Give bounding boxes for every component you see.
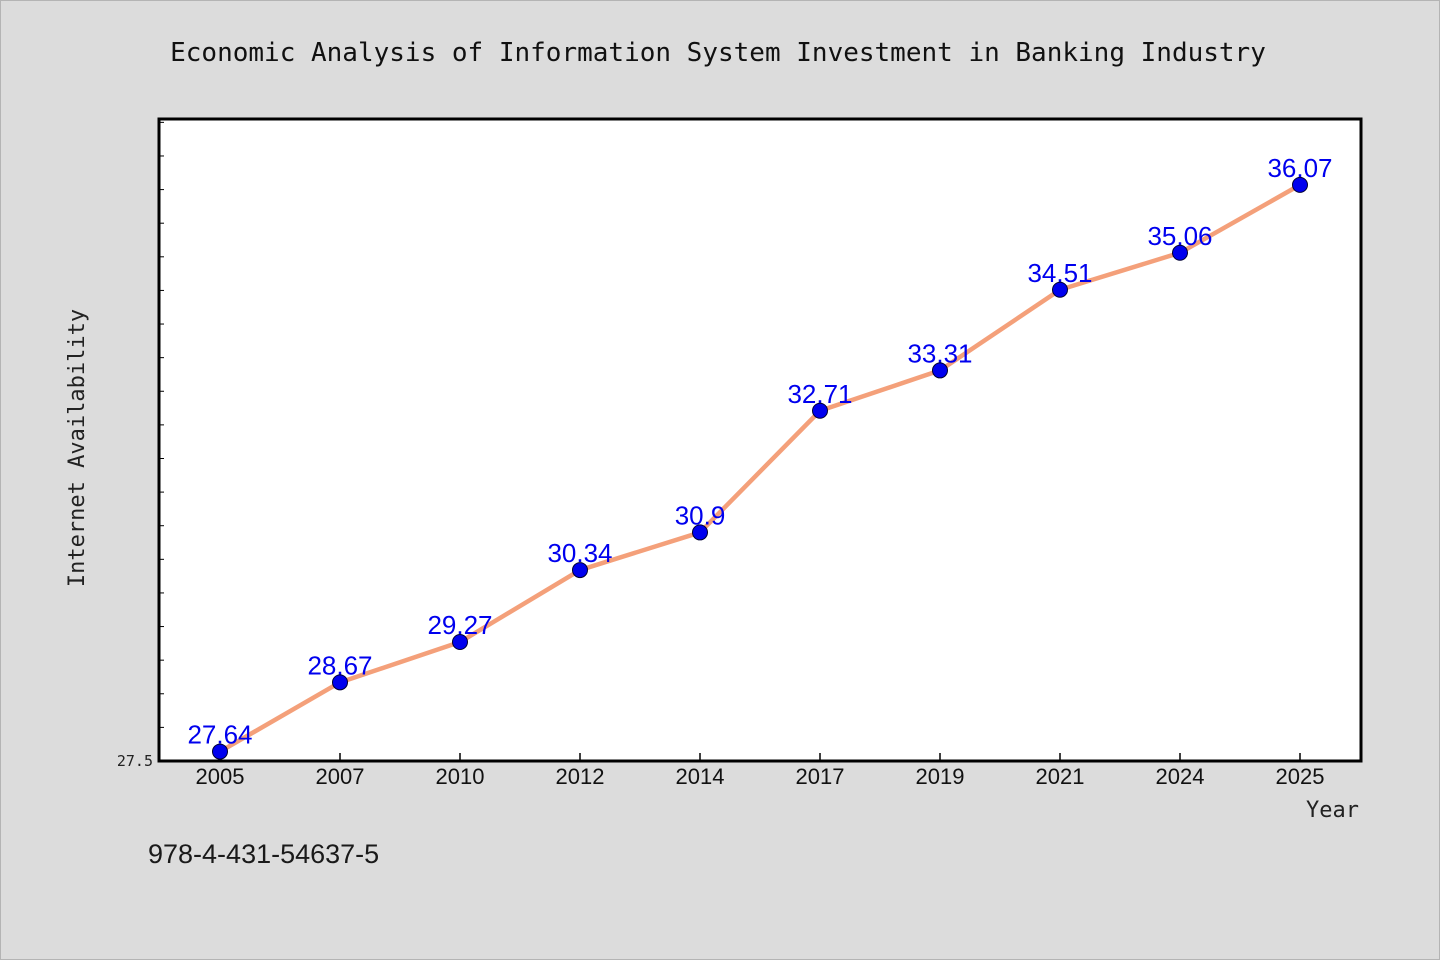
data-point <box>932 362 948 379</box>
data-points <box>212 176 1308 760</box>
x-tick-label: 2007 <box>316 764 365 789</box>
data-labels: 27.6428.6729.2730.3430.932.7133.3134.513… <box>187 153 1332 750</box>
y-axis-label: Internet Availability <box>65 309 90 587</box>
y-tick-labels: 27.5 <box>117 752 153 770</box>
x-tick-label: 2021 <box>1036 764 1085 789</box>
series-line <box>217 182 1303 754</box>
data-point <box>452 634 468 651</box>
data-point <box>1052 281 1068 298</box>
plot-area <box>157 117 1363 763</box>
data-point <box>812 402 828 419</box>
data-point <box>572 562 588 579</box>
data-point <box>332 674 348 691</box>
x-tick-label: 2025 <box>1276 764 1325 789</box>
y-minor-ticks <box>159 121 164 728</box>
x-tick-label: 2005 <box>196 764 245 789</box>
x-tick-label: 2012 <box>556 764 605 789</box>
data-point <box>692 524 708 541</box>
chart-title: Economic Analysis of Information System … <box>170 38 1266 68</box>
x-tick-label: 2017 <box>796 764 845 789</box>
x-tick-labels: 2005 2007 2010 2012 2014 2017 2019 2021 2024 2025 <box>196 764 1325 789</box>
y-tick-label: 27.5 <box>117 752 153 770</box>
data-point <box>1172 244 1188 261</box>
x-axis-label: Year <box>1306 798 1359 823</box>
x-tick-label: 2019 <box>916 764 965 789</box>
x-tick-label: 2014 <box>676 764 725 789</box>
x-tick-label: 2024 <box>1156 764 1205 789</box>
x-tick-label: 2010 <box>436 764 485 789</box>
data-point <box>212 743 228 760</box>
isbn-label: 978-4-431-54637-5 <box>148 839 379 869</box>
data-point <box>1292 176 1308 193</box>
